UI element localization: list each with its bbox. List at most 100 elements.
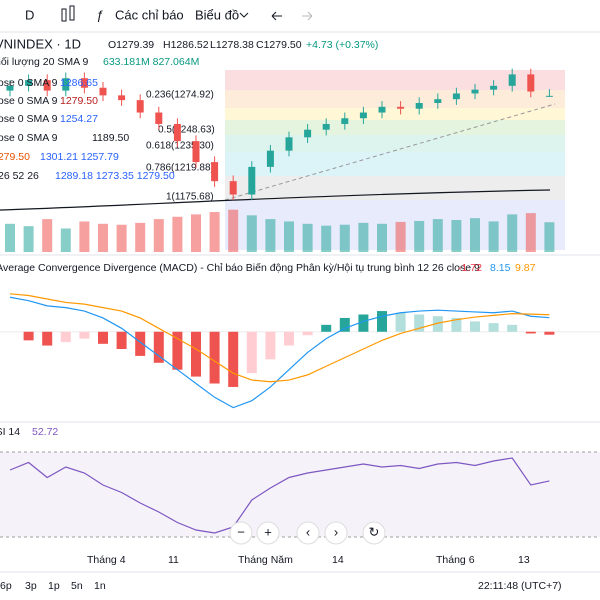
- svg-text:↻: ↻: [369, 524, 380, 539]
- zoom-out[interactable]: [229, 521, 253, 545]
- volume-bar: [544, 222, 555, 252]
- candle-body: [211, 162, 219, 182]
- macd-histogram: [228, 331, 239, 387]
- legend-row-value: 1189.50: [92, 132, 129, 144]
- ohlc-close: C1279.50: [256, 39, 302, 51]
- change: +4.73 (+0.37%): [306, 39, 378, 51]
- macd-histogram: [470, 321, 480, 332]
- volume-bar: [284, 221, 294, 252]
- legend-row-value: 1254.27: [60, 113, 98, 125]
- range-button[interactable]: 3p: [25, 580, 37, 592]
- volume-bar: [525, 213, 536, 252]
- macd-histogram: [23, 331, 34, 341]
- volume-bar: [321, 225, 332, 252]
- candle-body: [490, 85, 498, 90]
- candle-body: [545, 95, 553, 97]
- candle-body: [397, 106, 405, 109]
- macd-histogram: [79, 331, 90, 339]
- macd-title: Moving Average Convergence Divergence (M…: [0, 262, 480, 274]
- x-label: Tháng 4: [87, 554, 126, 566]
- candle-body: [25, 80, 33, 86]
- macd-histogram: [172, 331, 183, 370]
- macd-histogram: [42, 331, 53, 346]
- legend-row-name: Close 0 SMA 9: [0, 95, 58, 107]
- candle-body: [155, 112, 163, 124]
- fib-bands: [0, 70, 565, 250]
- zoom-in[interactable]: [256, 521, 280, 545]
- candle-body: [118, 95, 126, 101]
- macd-histogram: [98, 331, 108, 344]
- volume-bar: [23, 226, 34, 252]
- range-button[interactable]: 1n: [94, 580, 106, 592]
- undo[interactable]: [271, 11, 282, 21]
- macd-histogram: [525, 331, 536, 334]
- legend-row-value: 1279.50: [60, 95, 98, 107]
- macd-value: 8.15: [490, 262, 511, 274]
- rsi-value: 52.72: [32, 426, 58, 438]
- macd-histogram: [265, 331, 276, 360]
- fib-label: 0.5(1248.63): [158, 125, 215, 136]
- fx-icon[interactable]: ƒ: [96, 7, 103, 22]
- macd-histogram: [377, 311, 387, 332]
- volume-bar: [172, 216, 183, 252]
- x-label: 11: [168, 554, 179, 566]
- macd-histogram: [451, 317, 462, 332]
- x-label: Tháng 6: [436, 554, 475, 566]
- macd-histogram: [432, 316, 443, 332]
- scroll-right[interactable]: [324, 521, 348, 545]
- volume-bar: [135, 222, 146, 252]
- macd-histogram: [339, 317, 350, 332]
- marks: [0, 68, 600, 534]
- candle-icon[interactable]: [61, 5, 75, 22]
- volume-bar: [79, 221, 90, 252]
- redo[interactable]: [302, 11, 313, 21]
- fib-label: 0.786(1219.88): [146, 163, 214, 174]
- volume-bar: [395, 221, 406, 252]
- legend-row-name: 26 52 26: [0, 170, 39, 182]
- volume-bar: [451, 220, 462, 252]
- fib-label: 0.618(1235.30): [146, 141, 214, 152]
- range-button[interactable]: 1p: [48, 580, 60, 592]
- candle-body: [415, 102, 423, 109]
- volume-bar: [358, 222, 369, 252]
- volume-bar: [432, 219, 443, 252]
- range-button[interactable]: 5n: [71, 580, 83, 592]
- candle-body: [6, 85, 14, 91]
- chart-menu[interactable]: Biểu đồ: [195, 7, 239, 22]
- interval-button[interactable]: D: [25, 7, 34, 22]
- scroll-left[interactable]: [296, 521, 320, 545]
- volume-bar: [60, 228, 71, 252]
- candle-body: [434, 99, 442, 103]
- volume-bar: [42, 219, 53, 252]
- macd-histogram: [414, 314, 425, 332]
- candle-body: [471, 89, 479, 94]
- volume-bar: [377, 223, 387, 252]
- signal-line: [9, 293, 550, 383]
- macd-histogram: [395, 312, 406, 332]
- macd-histogram: [321, 324, 332, 332]
- volume-bar: [116, 224, 127, 252]
- macd-histogram: [544, 331, 555, 335]
- zoom-controls: − + ‹ › ↻: [229, 521, 386, 545]
- macd-histogram: [135, 331, 146, 356]
- reset[interactable]: [362, 521, 386, 545]
- legend-row-value: 1286.65: [60, 77, 98, 89]
- volume-bar: [191, 214, 201, 252]
- volume-bar: [98, 223, 108, 252]
- macd-histogram: [60, 331, 71, 343]
- indicators-button[interactable]: Các chỉ báo: [115, 7, 184, 22]
- range-button[interactable]: 6p: [0, 580, 12, 592]
- volume-bar: [470, 218, 480, 252]
- svg-text:−: −: [237, 524, 245, 539]
- candle-body: [452, 93, 460, 100]
- x-label: Tháng Năm: [238, 554, 293, 566]
- legend-row-name: 1279.50: [0, 151, 30, 163]
- volume-bar: [414, 220, 425, 252]
- candle-body: [304, 129, 312, 138]
- volume-bar: [302, 223, 313, 252]
- volume-name: Khối lượng 20 SMA 9: [0, 56, 88, 68]
- candle-body: [136, 100, 144, 113]
- volume-values: 633.181M 827.064M: [103, 56, 199, 68]
- volume-bar: [209, 212, 220, 252]
